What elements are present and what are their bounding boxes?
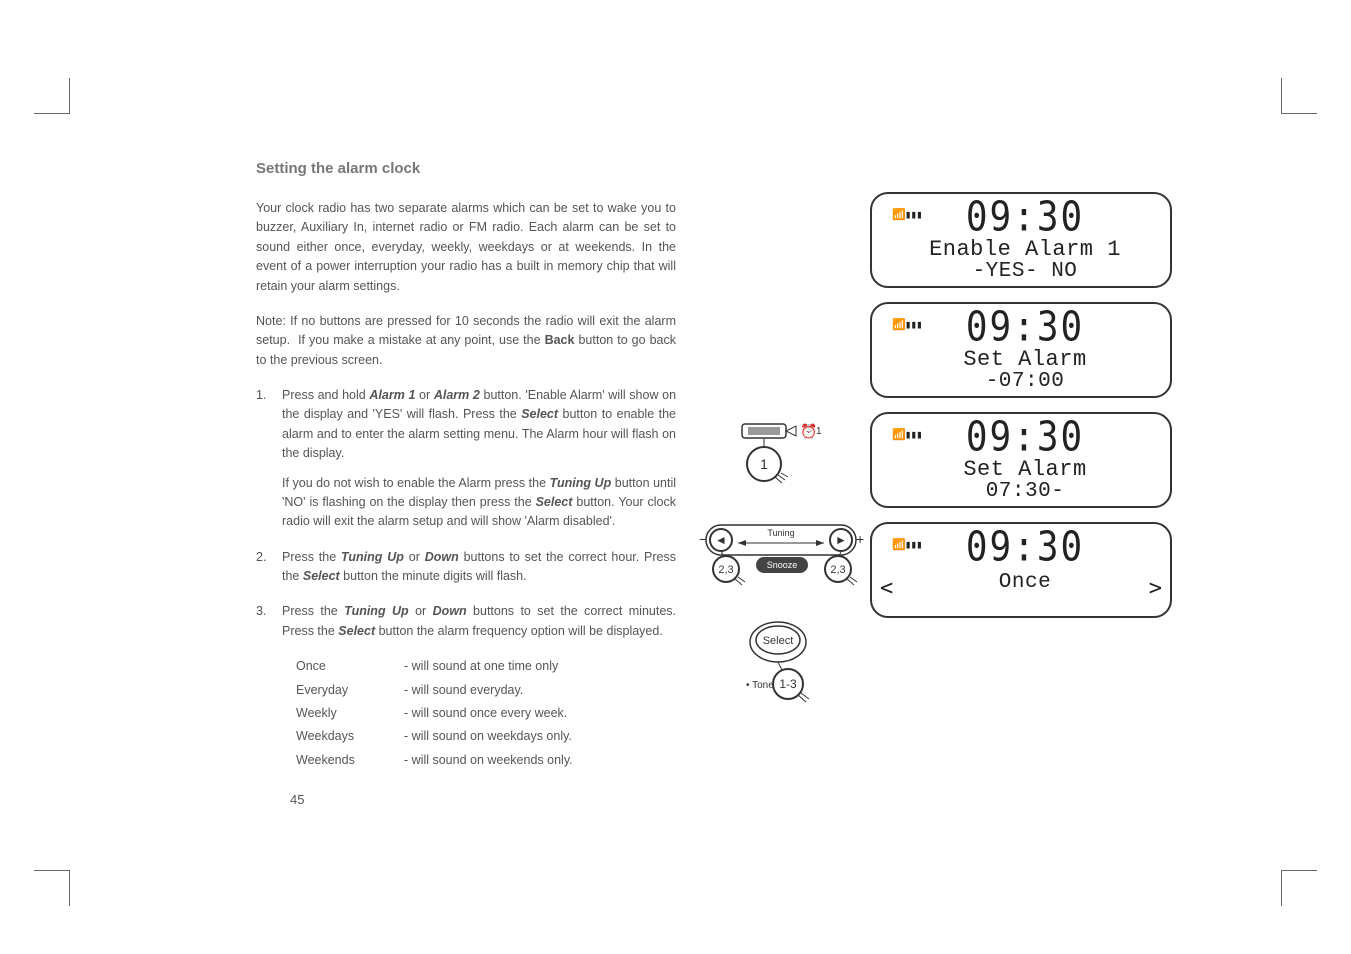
freq-row: Everyday- will sound everyday. — [296, 681, 676, 700]
lcd-line: 07:30- — [890, 481, 1160, 503]
svg-text:• Tone: • Tone — [746, 680, 774, 691]
freq-row: Weekly- will sound once every week. — [296, 704, 676, 723]
crop-mark — [1281, 870, 1317, 906]
svg-text:+: + — [856, 531, 864, 547]
signal-icon: 📶▮▮▮ — [892, 428, 922, 442]
lcd-line: Set Alarm — [890, 348, 1160, 371]
signal-icon: 📶▮▮▮ — [892, 318, 922, 332]
diagram-alarm-button: ⏰ 1 1 — [716, 420, 856, 495]
lcd-line: Enable Alarm 1 — [890, 238, 1160, 261]
select-button-icon: Select • Tone 1-3 — [736, 618, 836, 708]
step-1-sub: If you do not wish to enable the Alarm p… — [282, 474, 676, 532]
lcd-line: Once — [890, 572, 1160, 594]
svg-text:1: 1 — [816, 426, 822, 437]
signal-icon: 📶▮▮▮ — [892, 538, 922, 552]
svg-text:1-3: 1-3 — [779, 677, 797, 691]
tuning-icon: ◄ ► Tuning Snooze − + 2,3 2,3 — [696, 519, 866, 589]
arrow-right-icon: > — [1149, 576, 1162, 601]
lcd-screens: 📶▮▮▮ 09:30 Enable Alarm 1 -YES- NO 📶▮▮▮ … — [870, 192, 1180, 632]
step-number: 1. — [256, 386, 266, 405]
crop-mark — [1281, 78, 1317, 114]
freq-row: Weekdays- will sound on weekdays only. — [296, 727, 676, 746]
intro-paragraph: Your clock radio has two separate alarms… — [256, 199, 676, 296]
lcd-line: Set Alarm — [890, 458, 1160, 481]
svg-text:Select: Select — [763, 635, 794, 647]
freq-row: Once- will sound at one time only — [296, 657, 676, 676]
frequency-options: Once- will sound at one time only Everyd… — [296, 657, 676, 770]
crop-mark — [34, 870, 70, 906]
svg-text:Snooze: Snooze — [767, 560, 798, 570]
step-number: 3. — [256, 602, 266, 621]
svg-text:►: ► — [835, 533, 847, 547]
step-1: 1. Press and hold Alarm 1 or Alarm 2 but… — [256, 386, 676, 532]
lcd-time: 09:30 — [966, 417, 1084, 458]
lcd-panel-enable-alarm: 📶▮▮▮ 09:30 Enable Alarm 1 -YES- NO — [870, 192, 1172, 288]
arrow-left-icon: < — [880, 576, 893, 601]
section-title: Setting the alarm clock — [256, 160, 1116, 177]
signal-icon: 📶▮▮▮ — [892, 208, 922, 222]
freq-row: Weekends- will sound on weekends only. — [296, 751, 676, 770]
page-number: 45 — [290, 792, 304, 807]
step-3: 3. Press the Tuning Up or Down buttons t… — [256, 602, 676, 641]
step-number: 2. — [256, 548, 266, 567]
note-paragraph: Note: If no buttons are pressed for 10 s… — [256, 312, 676, 370]
lcd-line: -07:00 — [890, 371, 1160, 393]
crop-mark — [34, 78, 70, 114]
svg-text:⏰: ⏰ — [800, 422, 817, 440]
diagram-select: Select • Tone 1-3 — [716, 618, 856, 713]
lcd-time: 09:30 — [966, 197, 1084, 238]
lcd-panel-set-alarm-min: 📶▮▮▮ 09:30 Set Alarm 07:30- — [870, 412, 1172, 508]
lcd-panel-once: 📶▮▮▮ < > 09:30 Once — [870, 522, 1172, 618]
svg-text:◄: ◄ — [715, 533, 727, 547]
alarm-button-icon: ⏰ 1 1 — [738, 420, 834, 490]
lcd-line: -YES- NO — [890, 261, 1160, 283]
lcd-time: 09:30 — [966, 307, 1084, 348]
svg-text:1: 1 — [760, 456, 768, 472]
lcd-panel-set-alarm-hour: 📶▮▮▮ 09:30 Set Alarm -07:00 — [870, 302, 1172, 398]
text-column: Your clock radio has two separate alarms… — [256, 199, 676, 770]
svg-text:Tuning: Tuning — [767, 528, 794, 538]
svg-text:−: − — [699, 531, 707, 547]
diagram-tuning: ◄ ► Tuning Snooze − + 2,3 2,3 — [716, 519, 856, 594]
button-diagrams: ⏰ 1 1 ◄ ► Tuning Snooze − + 2,3 — [716, 420, 856, 737]
steps-list: 1. Press and hold Alarm 1 or Alarm 2 but… — [256, 386, 676, 641]
svg-text:2,3: 2,3 — [718, 564, 733, 576]
step-2: 2. Press the Tuning Up or Down buttons t… — [256, 548, 676, 587]
lcd-time: 09:30 — [966, 527, 1084, 568]
svg-text:2,3: 2,3 — [830, 564, 845, 576]
